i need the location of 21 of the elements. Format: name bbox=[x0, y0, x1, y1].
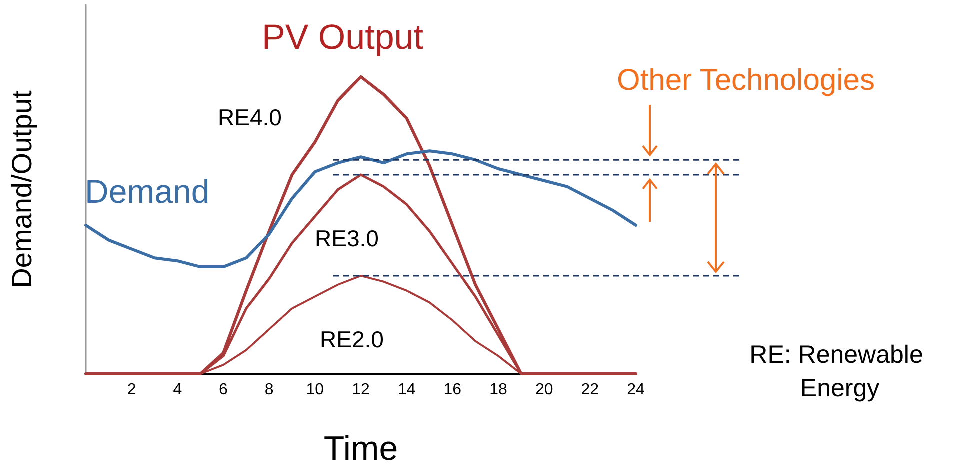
x-tick-label: 22 bbox=[581, 382, 600, 398]
annotation: Other Technologies bbox=[617, 64, 875, 97]
x-tick-label: 14 bbox=[398, 382, 416, 398]
series-label: RE3.0 bbox=[315, 226, 379, 252]
x-tick-label: 10 bbox=[306, 382, 324, 398]
series-label: RE4.0 bbox=[218, 104, 282, 130]
x-tick-label: 18 bbox=[490, 382, 508, 398]
x-tick-label: 20 bbox=[535, 382, 554, 398]
x-tick-label: 16 bbox=[444, 382, 462, 398]
x-tick-label: 4 bbox=[173, 382, 182, 398]
y-axis-title: Demand/Output bbox=[6, 90, 38, 288]
series-label: Demand bbox=[85, 173, 210, 210]
x-tick-label: 6 bbox=[219, 382, 228, 398]
x-axis-title: Time bbox=[324, 430, 398, 468]
x-tick-label: 24 bbox=[627, 382, 645, 398]
x-tick-label: 2 bbox=[127, 382, 136, 398]
x-tick-label: 12 bbox=[352, 382, 370, 398]
text: RE: Renewable Energy bbox=[750, 340, 930, 403]
x-tick-label: 8 bbox=[264, 382, 274, 398]
series-label: RE2.0 bbox=[320, 326, 384, 352]
chart-title: PV Output bbox=[262, 18, 424, 57]
